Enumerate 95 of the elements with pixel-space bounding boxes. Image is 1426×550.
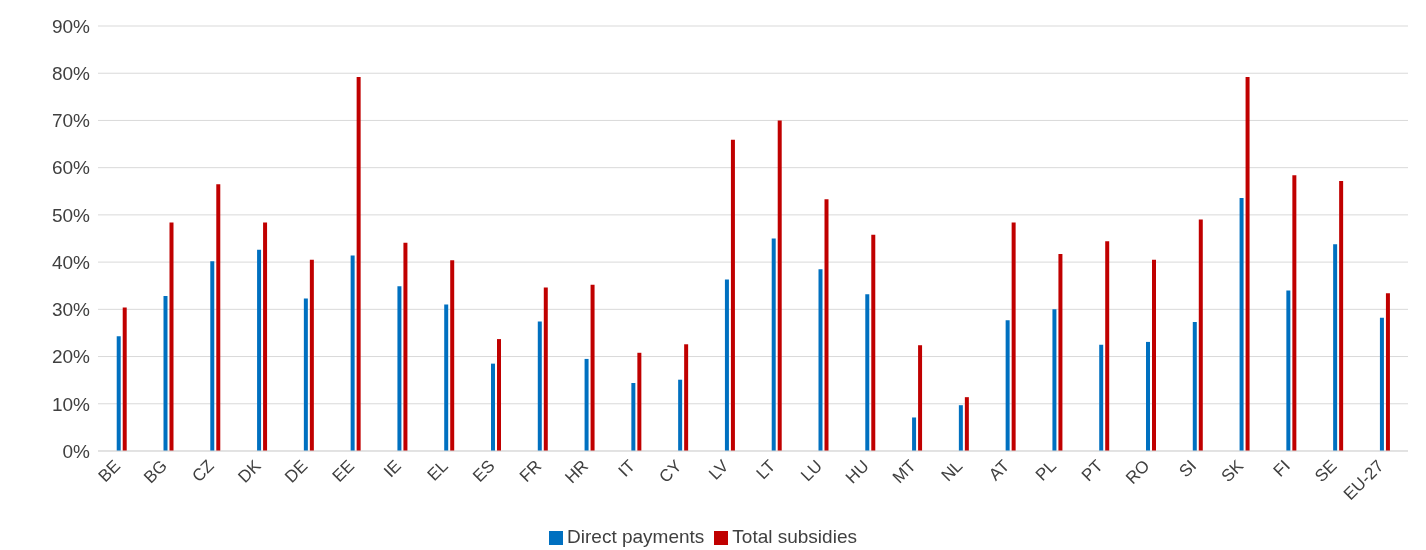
bar: [771, 238, 776, 451]
bar: [1198, 219, 1203, 451]
x-tick-label: PL: [1031, 456, 1060, 485]
bar: [1333, 244, 1338, 451]
bar: [122, 307, 127, 451]
x-tick-label: NL: [937, 456, 967, 486]
bar: [964, 397, 969, 451]
bar: [1146, 341, 1150, 451]
x-tick-label: LV: [705, 455, 733, 484]
y-tick-label: 20%: [51, 346, 91, 368]
x-tick-label: HU: [841, 456, 873, 488]
bar: [1339, 180, 1344, 451]
x-tick-label: CY: [655, 456, 686, 487]
bar: [257, 249, 262, 451]
x-tick-label: SK: [1217, 455, 1248, 486]
bar: [1058, 254, 1063, 451]
x-tick-label: SI: [1175, 456, 1201, 482]
bar: [865, 294, 870, 451]
bar: [590, 284, 595, 451]
x-tick-label: DK: [234, 455, 266, 487]
bar: [1385, 293, 1390, 451]
bar: [1245, 77, 1250, 451]
bar: [1286, 290, 1291, 451]
bar: [444, 304, 449, 451]
bar: [1152, 259, 1156, 451]
bar: [637, 352, 642, 451]
x-tick-label: LT: [752, 456, 780, 483]
bar: [1292, 175, 1297, 451]
x-tick-label: AT: [985, 456, 1014, 485]
x-tick-label: RO: [1122, 456, 1154, 488]
bar: [824, 199, 829, 451]
bar: [818, 269, 823, 451]
bar: [1379, 317, 1384, 451]
y-tick-label: 0%: [62, 440, 91, 462]
bar: [1099, 344, 1104, 451]
x-tick-label: MT: [888, 456, 920, 488]
x-tick-label: CZ: [188, 456, 218, 486]
bar: [116, 336, 121, 451]
bar: [403, 242, 408, 451]
bar: [497, 339, 501, 451]
bar: [169, 222, 174, 451]
legend-label: Total subsidies: [732, 526, 857, 547]
bar: [678, 379, 683, 451]
bar: [912, 417, 917, 451]
bar: [163, 296, 168, 451]
y-tick-label: 80%: [51, 62, 91, 84]
bar: [543, 287, 548, 451]
bar: [871, 234, 876, 451]
bar: [1052, 309, 1057, 451]
x-tick-label: IT: [614, 456, 639, 481]
bar: [350, 255, 355, 451]
bar: [584, 358, 589, 451]
bar: [1105, 241, 1110, 451]
legend-label: Direct payments: [567, 526, 705, 547]
bar: [537, 321, 542, 451]
bar: [724, 279, 729, 451]
x-tick-label: HR: [561, 456, 593, 488]
bar: [216, 184, 221, 451]
y-tick-label: 10%: [51, 393, 91, 415]
x-tick-label: DE: [281, 456, 312, 487]
bar: [450, 260, 455, 451]
y-tick-label: 50%: [51, 204, 91, 226]
bar: [777, 120, 782, 451]
bar: [397, 286, 402, 451]
x-tick-label: LU: [797, 456, 827, 486]
y-tick-label: 40%: [51, 251, 91, 273]
x-tick-label: ES: [469, 456, 499, 486]
y-tick-label: 90%: [51, 15, 91, 37]
x-tick-label: EL: [423, 456, 452, 485]
bar: [631, 383, 636, 451]
bar: [309, 259, 314, 451]
x-tick-label: SE: [1311, 456, 1341, 486]
x-tick-label: FI: [1269, 456, 1294, 481]
y-tick-label: 70%: [51, 110, 91, 132]
bar: [1011, 222, 1016, 451]
x-tick-label: IE: [380, 456, 405, 482]
x-tick-label: PT: [1077, 456, 1107, 486]
y-tick-label: 60%: [51, 157, 91, 179]
bar: [263, 222, 268, 451]
x-tick-label: EE: [328, 456, 359, 486]
x-tick-label: BE: [94, 456, 125, 486]
bar: [1005, 320, 1010, 451]
bar: [491, 363, 495, 451]
bar: [958, 405, 963, 451]
bar: [684, 344, 689, 451]
bar: [1192, 322, 1197, 451]
bar: [1239, 197, 1244, 451]
bar: [730, 139, 735, 451]
x-tick-label: FR: [515, 456, 546, 486]
bar: [210, 261, 215, 451]
bar: [918, 345, 923, 451]
x-tick-label: BG: [140, 456, 172, 488]
bar: [303, 298, 308, 451]
bar: [356, 77, 361, 451]
y-tick-label: 30%: [51, 299, 91, 321]
